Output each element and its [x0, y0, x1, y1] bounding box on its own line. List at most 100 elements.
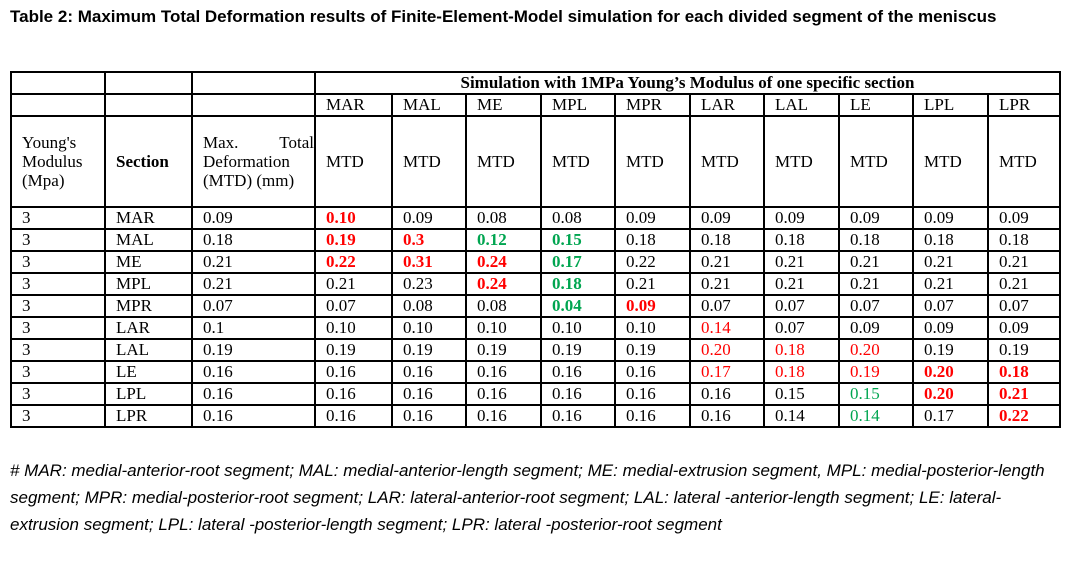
section-cell: LAL	[104, 338, 193, 362]
section-cell: MPR	[104, 294, 193, 318]
value-cell-lpl: 0.21	[912, 272, 989, 296]
value-cell-mal: 0.10	[391, 316, 467, 340]
mtd-subheader: MTD	[763, 115, 840, 208]
value-cell-mal: 0.19	[391, 338, 467, 362]
mtd-cell: 0.16	[191, 360, 316, 384]
value-cell-le: 0.07	[838, 294, 914, 318]
section-header: Section	[104, 115, 193, 208]
value-cell-me: 0.16	[465, 360, 542, 384]
section-cell: LPR	[104, 404, 193, 428]
mtd-subheader: MTD	[689, 115, 765, 208]
value-cell-lpl: 0.21	[912, 250, 989, 274]
young-modulus-cell: 3	[10, 250, 106, 274]
section-col-le: LE	[838, 93, 914, 117]
mtd-cell: 0.18	[191, 228, 316, 252]
mtd-cell: 0.09	[191, 206, 316, 230]
young-modulus-cell: 3	[10, 294, 106, 318]
section-col-mpr: MPR	[614, 93, 691, 117]
value-cell-mal: 0.16	[391, 382, 467, 406]
value-cell-lal: 0.18	[763, 338, 840, 362]
section-cell: MPL	[104, 272, 193, 296]
value-cell-mar: 0.16	[314, 404, 393, 428]
mtd-cell: 0.21	[191, 250, 316, 274]
value-cell-mpl: 0.04	[540, 294, 616, 318]
section-col-me: ME	[465, 93, 542, 117]
value-cell-mal: 0.16	[391, 360, 467, 384]
value-cell-lal: 0.18	[763, 360, 840, 384]
value-cell-mal: 0.31	[391, 250, 467, 274]
mtd-cell: 0.16	[191, 404, 316, 428]
section-col-lal: LAL	[763, 93, 840, 117]
mtd-subheader: MTD	[465, 115, 542, 208]
value-cell-me: 0.08	[465, 294, 542, 318]
young-modulus-cell: 3	[10, 316, 106, 340]
value-cell-mar: 0.22	[314, 250, 393, 274]
value-cell-mpl: 0.08	[540, 206, 616, 230]
value-cell-lpr: 0.21	[987, 250, 1061, 274]
value-cell-mpr: 0.09	[614, 206, 691, 230]
table-caption: Table 2: Maximum Total Deformation resul…	[10, 7, 997, 26]
value-cell-me: 0.16	[465, 404, 542, 428]
value-cell-mpl: 0.16	[540, 382, 616, 406]
mtd-subheader: MTD	[912, 115, 989, 208]
value-cell-mar: 0.19	[314, 338, 393, 362]
value-cell-lpr: 0.22	[987, 404, 1061, 428]
young-modulus-cell: 3	[10, 206, 106, 230]
value-cell-lpr: 0.19	[987, 338, 1061, 362]
value-cell-lal: 0.21	[763, 272, 840, 296]
value-cell-le: 0.15	[838, 382, 914, 406]
table-row: 3 LAR 0.1 0.10 0.10 0.10 0.10 0.10 0.14 0.07 0.09 0…	[10, 316, 1061, 340]
value-cell-mar: 0.07	[314, 294, 393, 318]
value-cell-lpr: 0.18	[987, 360, 1061, 384]
value-cell-me: 0.19	[465, 338, 542, 362]
mtd-subheader: MTD	[314, 115, 393, 208]
value-cell-mal: 0.3	[391, 228, 467, 252]
mtd-cell: 0.16	[191, 382, 316, 406]
value-cell-lpr: 0.09	[987, 206, 1061, 230]
value-cell-lpr: 0.18	[987, 228, 1061, 252]
value-cell-mpl: 0.15	[540, 228, 616, 252]
value-cell-mpr: 0.09	[614, 294, 691, 318]
value-cell-mar: 0.16	[314, 382, 393, 406]
value-cell-mal: 0.23	[391, 272, 467, 296]
value-cell-lpr: 0.09	[987, 316, 1061, 340]
value-cell-mpl: 0.19	[540, 338, 616, 362]
footnote: # MAR: medial-anterior-root segment; MAL…	[10, 461, 1045, 534]
value-cell-mpr: 0.22	[614, 250, 691, 274]
mtd-subheader: MTD	[838, 115, 914, 208]
young-modulus-cell: 3	[10, 272, 106, 296]
mtd-subheader: MTD	[391, 115, 467, 208]
value-cell-lpl: 0.19	[912, 338, 989, 362]
value-cell-mpr: 0.10	[614, 316, 691, 340]
value-cell-mpr: 0.16	[614, 360, 691, 384]
value-cell-mpr: 0.21	[614, 272, 691, 296]
value-cell-lar: 0.14	[689, 316, 765, 340]
value-cell-mpl: 0.17	[540, 250, 616, 274]
young-modulus-cell: 3	[10, 228, 106, 252]
table-row: 3 MAR 0.09 0.10 0.09 0.08 0.08 0.09 0.09 0.09 0.09…	[10, 206, 1061, 230]
value-cell-lpl: 0.18	[912, 228, 989, 252]
value-cell-le: 0.21	[838, 250, 914, 274]
value-cell-lal: 0.15	[763, 382, 840, 406]
value-cell-lal: 0.09	[763, 206, 840, 230]
table-row: 3 LE 0.16 0.16 0.16 0.16 0.16 0.16 0.17 0.18 0.19 0…	[10, 360, 1061, 384]
section-cell: LE	[104, 360, 193, 384]
young-modulus-cell: 3	[10, 338, 106, 362]
table-row: 3 LAL 0.19 0.19 0.19 0.19 0.19 0.19 0.20 0.18 0.20…	[10, 338, 1061, 362]
table-row: 3 MAL 0.18 0.19 0.3 0.12 0.15 0.18 0.18 0.18 0.18 0…	[10, 228, 1061, 252]
value-cell-me: 0.08	[465, 206, 542, 230]
section-cell: ME	[104, 250, 193, 274]
value-cell-le: 0.09	[838, 206, 914, 230]
header-row-sections: MAR MAL ME MPL MPR LAR LAL LE LPL LPR	[10, 93, 1061, 117]
value-cell-lpr: 0.21	[987, 382, 1061, 406]
value-cell-me: 0.12	[465, 228, 542, 252]
mtd-cell: 0.07	[191, 294, 316, 318]
value-cell-mar: 0.21	[314, 272, 393, 296]
mtd-subheader: MTD	[987, 115, 1061, 208]
value-cell-lar: 0.16	[689, 382, 765, 406]
header-row-labels: Young's Modulus (Mpa) Section Max. Total…	[10, 115, 1061, 208]
results-table: Simulation with 1MPa Young’s Modulus of …	[10, 71, 1061, 428]
young-modulus-header: Young's Modulus (Mpa)	[10, 115, 106, 208]
young-modulus-cell: 3	[10, 360, 106, 384]
table-row: 3 ME 0.21 0.22 0.31 0.24 0.17 0.22 0.21 0.21 0.21 0…	[10, 250, 1061, 274]
